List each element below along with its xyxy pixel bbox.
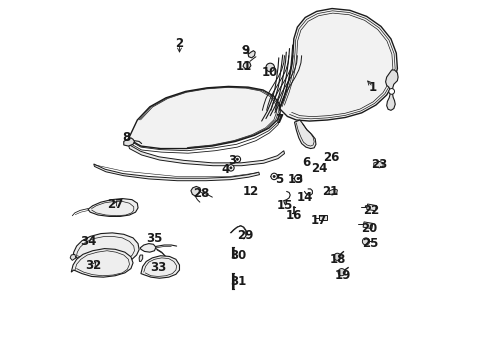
Circle shape (362, 238, 369, 245)
Text: 12: 12 (243, 185, 259, 198)
Text: 13: 13 (287, 173, 304, 186)
Text: 3: 3 (227, 154, 236, 167)
Polygon shape (72, 233, 139, 264)
Text: 18: 18 (329, 253, 346, 266)
Bar (366, 204, 376, 211)
Text: 25: 25 (361, 237, 378, 250)
Bar (363, 222, 372, 229)
Polygon shape (243, 62, 250, 68)
Text: 17: 17 (310, 213, 326, 226)
Circle shape (236, 158, 238, 160)
Polygon shape (128, 144, 284, 166)
Text: 35: 35 (146, 233, 163, 246)
Circle shape (272, 175, 275, 177)
Circle shape (388, 89, 394, 94)
Text: 24: 24 (311, 162, 327, 175)
Text: 11: 11 (235, 60, 251, 73)
Text: 20: 20 (360, 222, 376, 235)
Bar (318, 215, 326, 220)
Circle shape (294, 175, 301, 182)
Text: 2: 2 (175, 37, 183, 50)
Text: 7: 7 (275, 113, 283, 126)
Text: 15: 15 (276, 199, 292, 212)
Text: 32: 32 (85, 258, 102, 271)
Text: 29: 29 (237, 229, 253, 242)
Circle shape (337, 269, 345, 276)
Circle shape (227, 165, 234, 171)
Circle shape (229, 167, 231, 169)
Text: 26: 26 (322, 151, 339, 165)
Text: 1: 1 (368, 81, 376, 94)
Text: 9: 9 (241, 44, 249, 57)
Text: 10: 10 (262, 66, 278, 78)
Polygon shape (385, 70, 397, 111)
Text: 21: 21 (322, 185, 338, 198)
Polygon shape (94, 164, 259, 181)
Text: 30: 30 (229, 249, 245, 262)
Text: 22: 22 (363, 204, 379, 217)
Polygon shape (123, 138, 134, 146)
Text: 31: 31 (229, 275, 245, 288)
Polygon shape (373, 161, 382, 168)
Text: 19: 19 (334, 269, 350, 282)
Polygon shape (88, 199, 138, 216)
Text: 23: 23 (371, 158, 387, 171)
Text: 6: 6 (301, 156, 309, 169)
Circle shape (265, 63, 274, 72)
Polygon shape (140, 244, 156, 252)
Circle shape (234, 156, 240, 162)
Text: 28: 28 (192, 187, 209, 200)
Text: 14: 14 (296, 191, 312, 204)
Polygon shape (190, 186, 201, 196)
Text: 33: 33 (150, 261, 166, 274)
Text: 34: 34 (80, 235, 96, 248)
Polygon shape (141, 256, 179, 278)
Circle shape (333, 253, 340, 260)
Polygon shape (247, 51, 255, 58)
Polygon shape (279, 9, 397, 121)
Text: 5: 5 (274, 173, 283, 186)
Polygon shape (70, 254, 76, 260)
Circle shape (296, 177, 299, 180)
Polygon shape (128, 86, 280, 149)
Polygon shape (139, 255, 142, 261)
Circle shape (270, 173, 277, 180)
Polygon shape (328, 189, 337, 195)
Polygon shape (71, 249, 133, 277)
Text: 27: 27 (107, 198, 123, 211)
Text: 16: 16 (285, 208, 302, 221)
Polygon shape (294, 120, 315, 149)
Text: 8: 8 (122, 131, 130, 144)
Text: 4: 4 (222, 163, 229, 176)
